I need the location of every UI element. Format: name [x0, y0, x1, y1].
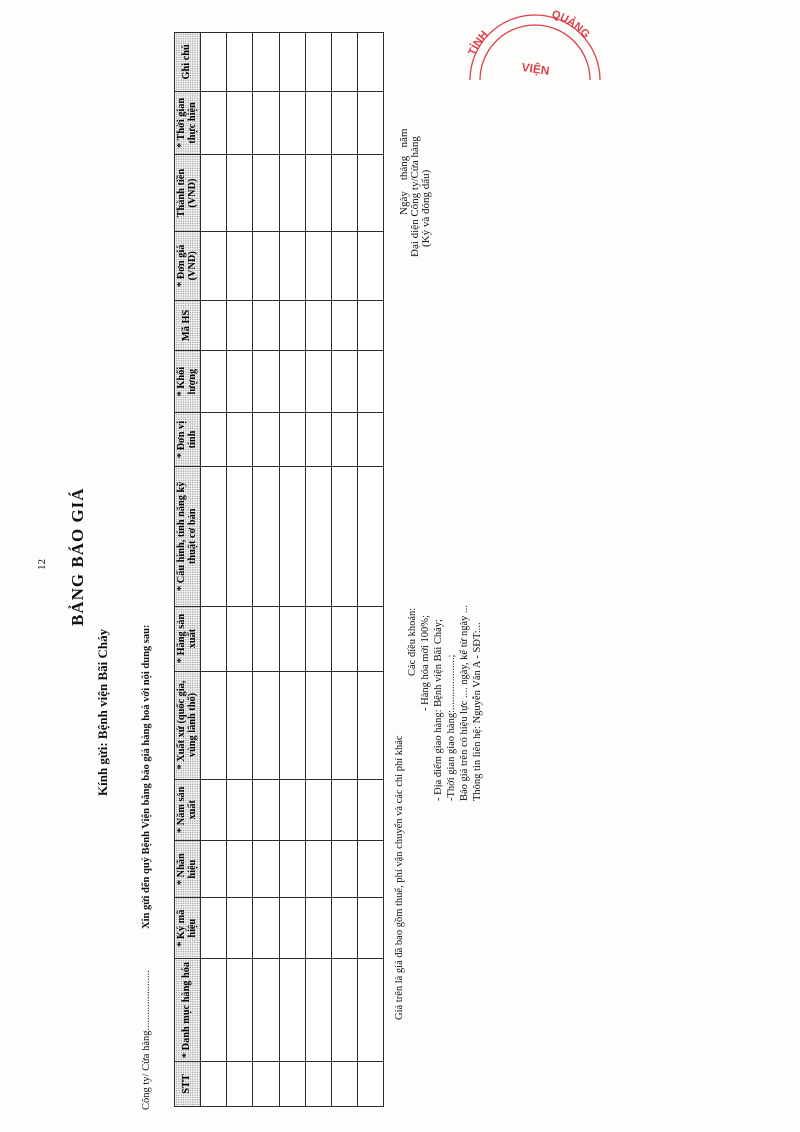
svg-text:VIỆN: VIỆN: [521, 59, 551, 78]
svg-text:QUẢNG: QUẢNG: [550, 8, 592, 40]
